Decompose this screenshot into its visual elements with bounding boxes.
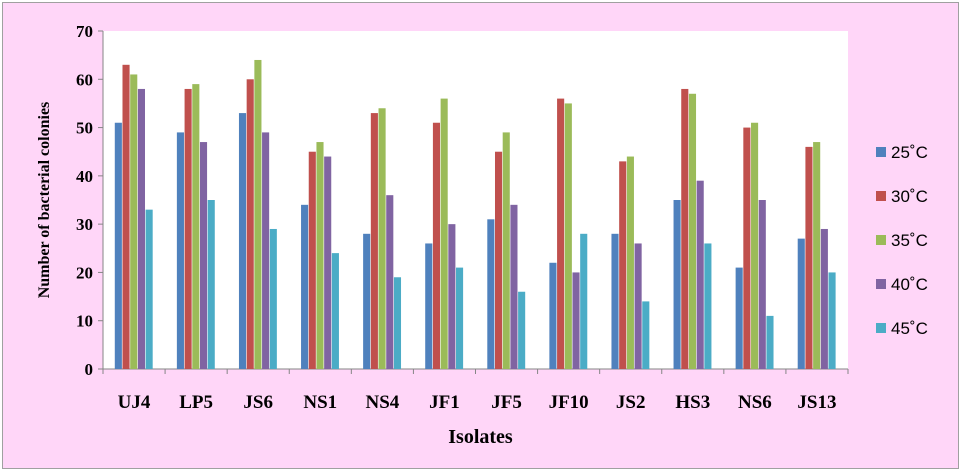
bar-js13-3 <box>813 142 821 369</box>
bar-jf5-5 <box>518 291 526 369</box>
bar-ns6-5 <box>766 315 774 369</box>
bar-jf5-2 <box>494 151 503 369</box>
x-tick-label: JS2 <box>616 392 646 413</box>
bar-js13-4 <box>820 228 828 369</box>
legend-swatch <box>876 279 886 289</box>
bar-hs3-5 <box>704 243 712 369</box>
bar-js6-5 <box>269 228 277 369</box>
legend-label: 40˚C <box>891 275 928 294</box>
bar-js2-2 <box>619 161 627 369</box>
bar-jf1-4 <box>448 224 456 369</box>
bar-js2-5 <box>642 301 650 369</box>
bar-js2-3 <box>626 156 634 369</box>
bar-hs3-1 <box>673 200 681 369</box>
bar-uj4-2 <box>122 64 130 370</box>
bar-uj4-3 <box>130 74 138 369</box>
y-tick-label: 40 <box>76 167 93 186</box>
y-tick-label: 30 <box>76 215 93 234</box>
bar-ns1-2 <box>308 151 316 369</box>
legend-label: 35˚C <box>891 231 928 250</box>
bar-js2-4 <box>634 243 642 369</box>
x-tick-label: UJ4 <box>118 392 151 413</box>
bar-lp5-1 <box>176 132 184 369</box>
legend-label: 45˚C <box>891 319 928 338</box>
legend-label: 25˚C <box>891 143 928 162</box>
bar-js13-1 <box>797 238 805 369</box>
bar-hs3-4 <box>696 180 704 369</box>
y-tick-label: 0 <box>85 360 94 379</box>
bar-jf10-2 <box>557 98 565 369</box>
bar-hs3-3 <box>688 93 697 370</box>
bar-ns6-2 <box>743 127 751 369</box>
bar-ns4-3 <box>378 108 386 369</box>
bar-ns1-3 <box>316 142 324 369</box>
x-tick-label: NS6 <box>738 392 772 413</box>
x-tick-label: JF1 <box>429 392 460 413</box>
bar-ns4-1 <box>363 233 371 369</box>
bar-jf1-1 <box>425 243 433 369</box>
bar-jf10-4 <box>572 272 580 369</box>
y-tick-label: 70 <box>76 22 93 41</box>
bar-hs3-2 <box>681 88 689 369</box>
bar-uj4-5 <box>145 209 153 369</box>
bar-chart: 0 10 20 30 40 50 60 70 UJ4 LP5 JS6 NS1 NS4 JF1 JF5 JF10… <box>36 22 928 448</box>
x-tick-label: LP5 <box>179 392 213 413</box>
bar-js6-1 <box>238 113 247 369</box>
bar-js6-3 <box>254 59 262 369</box>
bar-ns6-4 <box>758 200 766 369</box>
y-tick-label: 50 <box>76 119 93 138</box>
bar-ns4-4 <box>386 195 394 369</box>
bar-ns1-4 <box>324 156 332 369</box>
bar-jf1-5 <box>456 267 464 369</box>
bar-jf10-5 <box>580 233 588 369</box>
legend-swatch <box>876 191 886 201</box>
bar-jf10-1 <box>549 262 557 369</box>
bar-uj4-4 <box>137 88 145 369</box>
bar-jf10-3 <box>564 103 572 369</box>
bar-jf5-4 <box>510 204 518 369</box>
bar-js13-2 <box>805 146 813 369</box>
legend-swatch <box>876 323 886 333</box>
x-axis-title: Isolates <box>448 426 513 448</box>
x-tick-label: NS1 <box>303 392 337 413</box>
y-tick-label: 60 <box>76 70 93 89</box>
bar-js6-2 <box>246 79 254 370</box>
y-tick-label: 10 <box>76 312 93 331</box>
bar-lp5-4 <box>199 142 208 369</box>
plot-area <box>103 31 848 369</box>
x-tick-label: HS3 <box>675 392 710 413</box>
bar-lp5-2 <box>184 88 192 369</box>
bar-ns6-1 <box>735 267 743 369</box>
bar-jf1-2 <box>432 122 441 369</box>
bar-ns6-3 <box>751 122 759 369</box>
x-tick-label: NS4 <box>365 392 399 413</box>
bar-js6-4 <box>262 132 270 369</box>
x-tick-label: JF5 <box>491 392 522 413</box>
y-tick-label: 20 <box>76 263 93 282</box>
legend-label: 30˚C <box>891 187 928 206</box>
bar-uj4-1 <box>114 122 122 369</box>
legend-swatch <box>876 235 886 245</box>
bar-lp5-5 <box>207 200 215 369</box>
bar-ns4-5 <box>393 277 402 369</box>
bar-jf5-3 <box>502 132 510 369</box>
bar-js13-5 <box>828 272 836 369</box>
bar-ns4-2 <box>370 113 378 369</box>
x-tick-label: JS13 <box>797 392 836 413</box>
y-axis-title: Number of bacterial colonies <box>36 102 53 299</box>
x-tick-label: JS6 <box>243 392 273 413</box>
bar-ns1-1 <box>301 204 309 369</box>
x-tick-label: JF10 <box>549 392 589 413</box>
legend-swatch <box>876 147 886 157</box>
bar-lp5-3 <box>192 84 200 369</box>
bar-jf5-1 <box>487 219 495 369</box>
bar-js2-1 <box>611 233 619 369</box>
bar-jf1-3 <box>440 98 448 369</box>
bar-ns1-5 <box>331 253 339 369</box>
chart-frame: 0 10 20 30 40 50 60 70 UJ4 LP5 JS6 NS1 NS4 JF1 JF5 JF10… <box>2 2 959 469</box>
